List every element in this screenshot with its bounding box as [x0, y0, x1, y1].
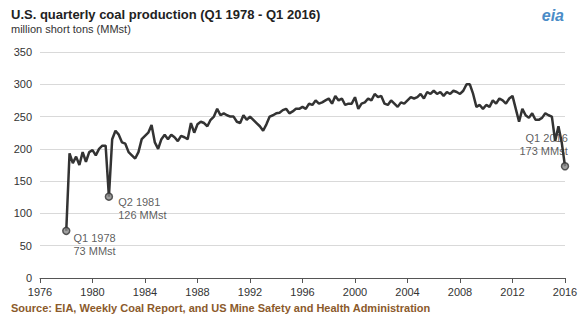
svg-text:1996: 1996 [290, 286, 314, 298]
svg-text:2004: 2004 [395, 286, 419, 298]
svg-text:2012: 2012 [500, 286, 524, 298]
svg-text:2008: 2008 [448, 286, 472, 298]
svg-text:73 MMst: 73 MMst [74, 245, 116, 257]
svg-text:eia: eia [542, 7, 564, 24]
svg-text:1980: 1980 [80, 286, 104, 298]
svg-text:173 MMst: 173 MMst [519, 145, 567, 157]
svg-text:300: 300 [14, 78, 32, 90]
svg-text:100: 100 [14, 207, 32, 219]
svg-text:Q2 1981: Q2 1981 [118, 196, 160, 208]
svg-text:2000: 2000 [343, 286, 367, 298]
svg-text:50: 50 [20, 240, 32, 252]
svg-text:million short tons (MMst): million short tons (MMst) [11, 23, 131, 35]
svg-text:1988: 1988 [185, 286, 209, 298]
svg-text:Q1 1978: Q1 1978 [74, 232, 116, 244]
svg-text:200: 200 [14, 143, 32, 155]
svg-text:Q1 2016: Q1 2016 [526, 132, 568, 144]
svg-text:U.S. quarterly coal production: U.S. quarterly coal production (Q1 1978 … [11, 7, 320, 22]
svg-text:250: 250 [14, 111, 32, 123]
svg-text:1984: 1984 [133, 286, 157, 298]
svg-text:Source: EIA, Weekly Coal Repor: Source: EIA, Weekly Coal Report, and US … [11, 302, 431, 314]
svg-text:2016: 2016 [553, 286, 577, 298]
svg-text:150: 150 [14, 175, 32, 187]
svg-text:0: 0 [26, 272, 32, 284]
svg-text:1976: 1976 [28, 286, 52, 298]
svg-text:350: 350 [14, 46, 32, 58]
svg-text:126 MMst: 126 MMst [118, 209, 166, 221]
svg-text:1992: 1992 [238, 286, 262, 298]
